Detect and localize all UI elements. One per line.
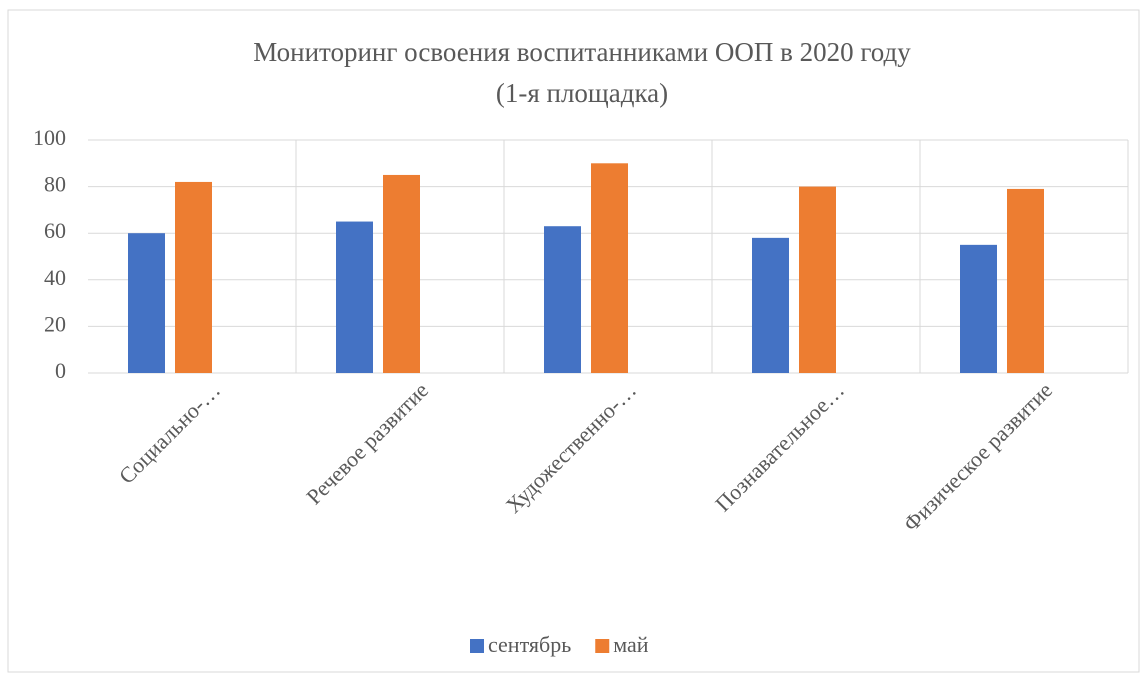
chart-title: Мониторинг освоения воспитанниками ООП в…: [253, 37, 911, 67]
bar: [799, 186, 836, 373]
y-tick-label: 60: [44, 218, 66, 243]
y-tick-label: 20: [44, 311, 66, 336]
bar: [175, 181, 212, 373]
bar: [591, 163, 628, 373]
bar: [128, 233, 165, 373]
bar: [544, 226, 581, 373]
legend-swatch: [470, 639, 484, 653]
bar: [383, 174, 420, 373]
bar: [752, 237, 789, 373]
bar: [960, 244, 997, 373]
bar: [336, 221, 373, 373]
y-tick-label: 100: [33, 125, 66, 150]
legend-swatch: [595, 639, 610, 653]
y-tick-label: 40: [44, 265, 66, 290]
legend-label: сентябрь: [488, 632, 571, 657]
legend-label: май: [613, 632, 649, 657]
bar: [1007, 188, 1044, 373]
y-tick-label: 80: [44, 172, 66, 197]
chart-title: (1-я площадка): [496, 78, 668, 108]
y-tick-label: 0: [55, 358, 66, 383]
